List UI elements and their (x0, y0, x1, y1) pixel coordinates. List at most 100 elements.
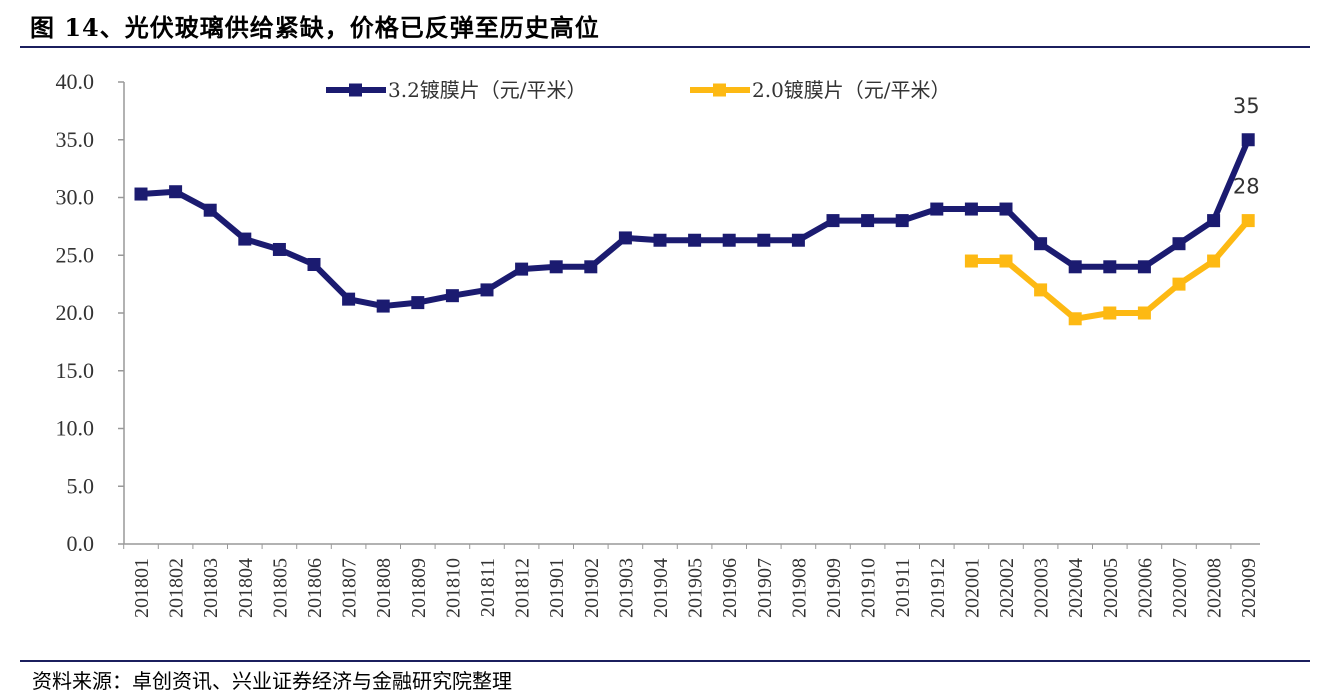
data-point (653, 233, 667, 247)
data-point (203, 203, 217, 217)
data-point (480, 283, 494, 297)
title-rule (20, 46, 1310, 48)
data-point (515, 262, 529, 276)
series-2: 28 (964, 175, 1260, 326)
series-1: 35 (134, 94, 1260, 313)
x-tick-label: 202008 (1204, 558, 1226, 618)
legend-marker (713, 83, 726, 97)
x-tick-label: 201909 (823, 558, 845, 618)
y-tick-label: 15.0 (56, 358, 95, 383)
source-rule (20, 660, 1310, 662)
data-point (1207, 254, 1221, 268)
data-point (376, 299, 390, 313)
source-note: 资料来源：卓创资讯、兴业证券经济与金融研究院整理 (32, 669, 512, 693)
y-tick-label: 20.0 (56, 300, 95, 325)
x-tick-label: 201907 (754, 558, 776, 618)
data-point (134, 187, 148, 201)
data-point (999, 202, 1013, 216)
x-tick-label: 201805 (269, 558, 291, 618)
legend-label: 2.0镀膜片（元/平米） (752, 78, 951, 102)
data-point (1034, 237, 1048, 251)
y-tick-label: 0.0 (67, 531, 95, 556)
x-tick-label: 201812 (512, 558, 534, 618)
data-point (549, 260, 563, 274)
x-tick-label: 201802 (166, 558, 188, 618)
data-point (411, 296, 425, 310)
y-tick-label: 40.0 (56, 69, 95, 94)
data-label: 28 (1233, 175, 1260, 199)
x-tick-label: 201912 (927, 558, 949, 618)
data-point (757, 233, 771, 247)
data-point (1172, 237, 1186, 251)
y-tick-label: 35.0 (56, 127, 95, 152)
data-point (272, 242, 286, 256)
data-point (999, 254, 1013, 268)
x-tick-label: 202005 (1100, 558, 1122, 618)
data-point (1034, 283, 1048, 297)
x-tick-label: 202003 (1031, 558, 1053, 618)
legend-item-1: 3.2镀膜片（元/平米） (326, 78, 587, 102)
legend-marker (349, 83, 362, 97)
series-line (138, 136, 1252, 310)
x-tick-label: 202004 (1065, 558, 1087, 618)
x-tick-label: 201901 (546, 558, 568, 618)
data-point (1207, 214, 1221, 228)
y-tick-label: 10.0 (56, 416, 95, 441)
data-point (964, 254, 978, 268)
x-tick-label: 201810 (442, 558, 464, 618)
data-point (307, 257, 321, 271)
y-tick-label: 5.0 (67, 473, 95, 498)
x-tick-label: 201803 (200, 558, 222, 618)
data-point (826, 214, 840, 228)
data-label: 35 (1233, 94, 1260, 118)
chart-title: 图 14、光伏玻璃供给紧缺，价格已反弹至历史高位 (30, 13, 600, 42)
x-tick-label: 201801 (131, 558, 153, 618)
x-tick-label: 201911 (892, 558, 914, 617)
x-tick-label: 201806 (304, 558, 326, 618)
data-point (584, 260, 598, 274)
x-tick-label: 202002 (996, 558, 1018, 618)
data-point (618, 231, 632, 245)
data-point (722, 233, 736, 247)
data-point (1241, 133, 1255, 147)
data-point (238, 232, 252, 246)
x-tick-label: 201809 (408, 558, 430, 618)
data-point (1172, 277, 1186, 291)
x-tick-label: 201903 (615, 558, 637, 618)
data-point (861, 214, 875, 228)
x-tick-label: 201910 (858, 558, 880, 618)
x-tick-label: 202001 (961, 558, 983, 618)
data-point (1068, 260, 1082, 274)
data-point (1103, 306, 1117, 320)
x-tick-label: 201808 (373, 558, 395, 618)
data-point (1103, 260, 1117, 274)
x-tick-label: 201902 (581, 558, 603, 618)
x-tick-label: 201905 (685, 558, 707, 618)
x-tick-label: 202007 (1169, 558, 1191, 618)
y-tick-label: 25.0 (56, 242, 95, 267)
y-tick-label: 30.0 (56, 185, 95, 210)
axes: 0.0 5.0 10.0 15.0 20.0 25.0 30.0 35.0 40.0 201801… (56, 69, 1261, 618)
series-group: 35 28 (134, 94, 1260, 326)
data-point (1241, 214, 1255, 228)
x-tick-label: 201908 (788, 558, 810, 618)
x-tick-label: 201804 (235, 558, 257, 618)
data-point (895, 214, 909, 228)
data-point (930, 202, 944, 216)
x-tick-label: 201904 (650, 558, 672, 618)
data-point (688, 233, 702, 247)
x-tick-label: 201906 (719, 558, 741, 618)
data-point (1137, 260, 1151, 274)
x-tick-label: 201807 (339, 558, 361, 618)
data-point (791, 233, 805, 247)
legend-label: 3.2镀膜片（元/平米） (388, 78, 587, 102)
x-tick-label: 202009 (1238, 558, 1260, 618)
data-point (964, 202, 978, 216)
x-tick-label: 202006 (1134, 558, 1156, 618)
data-point (342, 292, 356, 306)
legend: 3.2镀膜片（元/平米） 2.0镀膜片（元/平米） (326, 78, 951, 102)
data-point (1068, 312, 1082, 326)
data-point (169, 185, 183, 199)
x-tick-label: 201811 (477, 558, 499, 617)
